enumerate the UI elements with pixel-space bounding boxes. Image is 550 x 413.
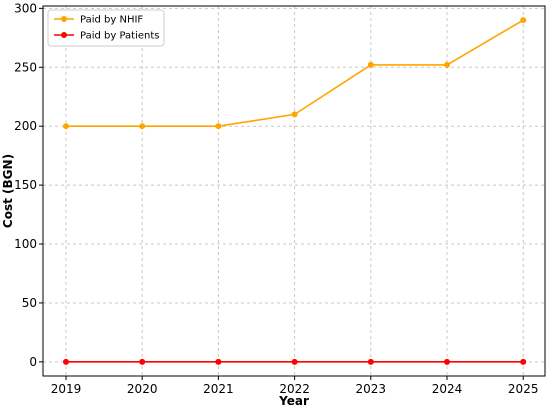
legend-item: Paid by Patients [54, 31, 160, 42]
x-tick-label: 2019 [51, 382, 82, 396]
legend-box [47, 9, 165, 47]
y-tick-label: 200 [14, 119, 37, 133]
data-point-paid-by-patients [291, 358, 298, 365]
x-tick-label: 2020 [127, 382, 158, 396]
y-tick-label: 150 [14, 178, 37, 192]
x-tick-label: 2023 [356, 382, 387, 396]
legend-label: Paid by Patients [80, 31, 160, 42]
data-point-paid-by-nhif [63, 123, 69, 130]
data-point-paid-by-patients [367, 358, 374, 365]
legend-swatch-marker [61, 32, 67, 38]
tick-layer: 0 50 100 150 200 250 300 2019 2020 2021 2022 2023 20… [14, 1, 538, 396]
x-tick-label: 2021 [203, 382, 234, 396]
data-point-paid-by-patients [215, 358, 222, 365]
data-point-paid-by-nhif [291, 111, 298, 118]
data-point-paid-by-patients [444, 358, 450, 365]
y-axis-title: Cost (BGN) [1, 154, 15, 228]
series-points [63, 17, 527, 365]
legend: Paid by NHIF Paid by Patients [47, 9, 165, 47]
legend-item: Paid by NHIF [54, 15, 143, 26]
data-point-paid-by-nhif [444, 61, 450, 68]
series-lines [66, 19, 524, 363]
y-tick-label: 50 [22, 296, 37, 310]
data-point-paid-by-nhif [215, 123, 222, 130]
y-tick-label: 0 [29, 355, 37, 369]
x-tick-label: 2024 [432, 382, 463, 396]
plot-frame [42, 5, 546, 377]
data-point-paid-by-patients [139, 358, 146, 365]
x-axis-title: Year [278, 394, 309, 408]
legend-items: Paid by NHIF Paid by Patients [54, 15, 160, 42]
y-tick-label: 100 [14, 237, 37, 251]
data-point-paid-by-patients [63, 358, 69, 365]
grid-layer [43, 6, 545, 376]
data-point-paid-by-nhif [139, 123, 146, 130]
data-point-paid-by-nhif [367, 61, 374, 68]
data-point-paid-by-nhif [520, 17, 527, 24]
x-tick-label: 2025 [508, 382, 539, 396]
legend-swatch-marker [61, 16, 67, 22]
data-point-paid-by-patients [520, 358, 527, 365]
y-tick-label: 250 [14, 60, 37, 74]
legend-label: Paid by NHIF [80, 15, 143, 26]
y-tick-label: 300 [14, 1, 37, 15]
x-tick-label: 2022 [279, 382, 310, 396]
